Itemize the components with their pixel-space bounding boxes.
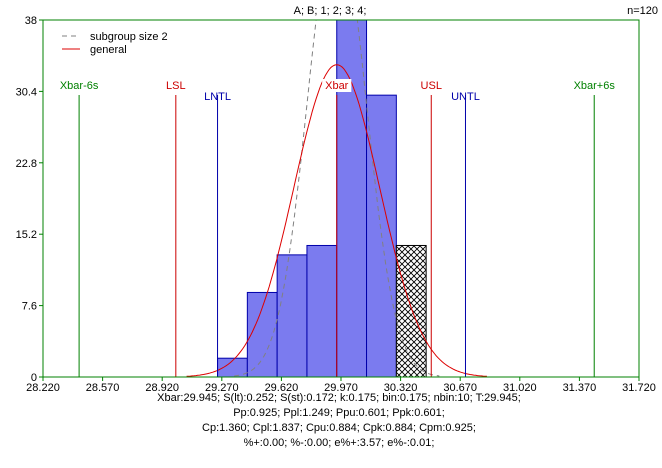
y-tick-label-0: 0	[31, 372, 37, 384]
curves-layer	[186, 20, 487, 377]
x-tick-label-10: 31.720	[622, 382, 656, 394]
y-tick-label-5: 38	[25, 15, 37, 27]
legend-label-general: general	[90, 44, 127, 56]
reference-label-1: LSL	[166, 80, 186, 92]
distribution-curve-1	[186, 64, 487, 377]
y-tick-label-4: 30.4	[16, 86, 37, 98]
histogram-bar-1	[246, 291, 278, 378]
reference-label-0: Xbar-6s	[60, 80, 99, 92]
reference-label-bg-3	[322, 79, 352, 92]
histogram-bar-2	[276, 254, 308, 378]
y-tick-label-3: 22.8	[16, 158, 37, 170]
bars-layer	[217, 19, 427, 378]
reference-label-4: USL	[421, 80, 442, 92]
x-tick-label-3: 29.270	[205, 382, 239, 394]
reference-label-2: LNTL	[204, 91, 231, 103]
histogram-bar-4	[336, 19, 368, 378]
plot-frame	[42, 19, 640, 378]
stats-block: Xbar:29.945; S(lt):0.252; S(st):0.172; k…	[157, 392, 521, 449]
x-tick-label-1: 28.570	[86, 382, 120, 394]
reference-lines-layer: Xbar-6s LSL LNTL Xbar USL UNTL Xbar+6s	[60, 79, 616, 377]
legend: subgroup size 2 general	[62, 31, 168, 56]
legend-label-subgroup: subgroup size 2	[90, 31, 168, 43]
stats-line-2: Pp:0.925; Ppl:1.249; Ppu:0.601; Ppk:0.60…	[233, 407, 445, 419]
x-tick-label-6: 30.320	[384, 382, 418, 394]
distribution-curve-0	[234, 20, 440, 377]
x-tick-label-9: 31.370	[563, 382, 597, 394]
x-tick-label-8: 31.020	[503, 382, 537, 394]
sample-count: n=120	[627, 5, 658, 17]
reference-label-6: Xbar+6s	[574, 80, 616, 92]
chart-title: A; B; 1; 2; 3; 4;	[294, 5, 367, 17]
reference-label-5: UNTL	[451, 91, 480, 103]
y-tick-label-2: 15.2	[16, 229, 37, 241]
x-tick-label-0: 28.220	[26, 382, 60, 394]
x-tick-label-5: 29.970	[324, 382, 358, 394]
tick-labels: 0 7.6 15.2 22.8 30.4 38 28.220 28.570 28.920 29.2…	[16, 15, 656, 394]
stats-line-1: Xbar:29.945; S(lt):0.252; S(st):0.172; k…	[157, 392, 521, 404]
x-tick-label-2: 28.920	[145, 382, 179, 394]
stats-line-4: %+:0.00; %-:0.00; e%+:3.57; e%-:0.01;	[244, 437, 435, 449]
histogram-bar-6	[395, 244, 427, 378]
y-tick-label-1: 7.6	[22, 301, 37, 313]
stats-line-3: Cp:1.360; Cpl:1.837; Cpu:0.884; Cpk:0.88…	[202, 422, 476, 434]
x-tick-label-4: 29.620	[265, 382, 299, 394]
axes-layer	[39, 19, 640, 381]
reference-label-3: Xbar	[325, 80, 349, 92]
histogram-bar-3	[306, 244, 338, 378]
x-tick-label-7: 30.670	[443, 382, 477, 394]
